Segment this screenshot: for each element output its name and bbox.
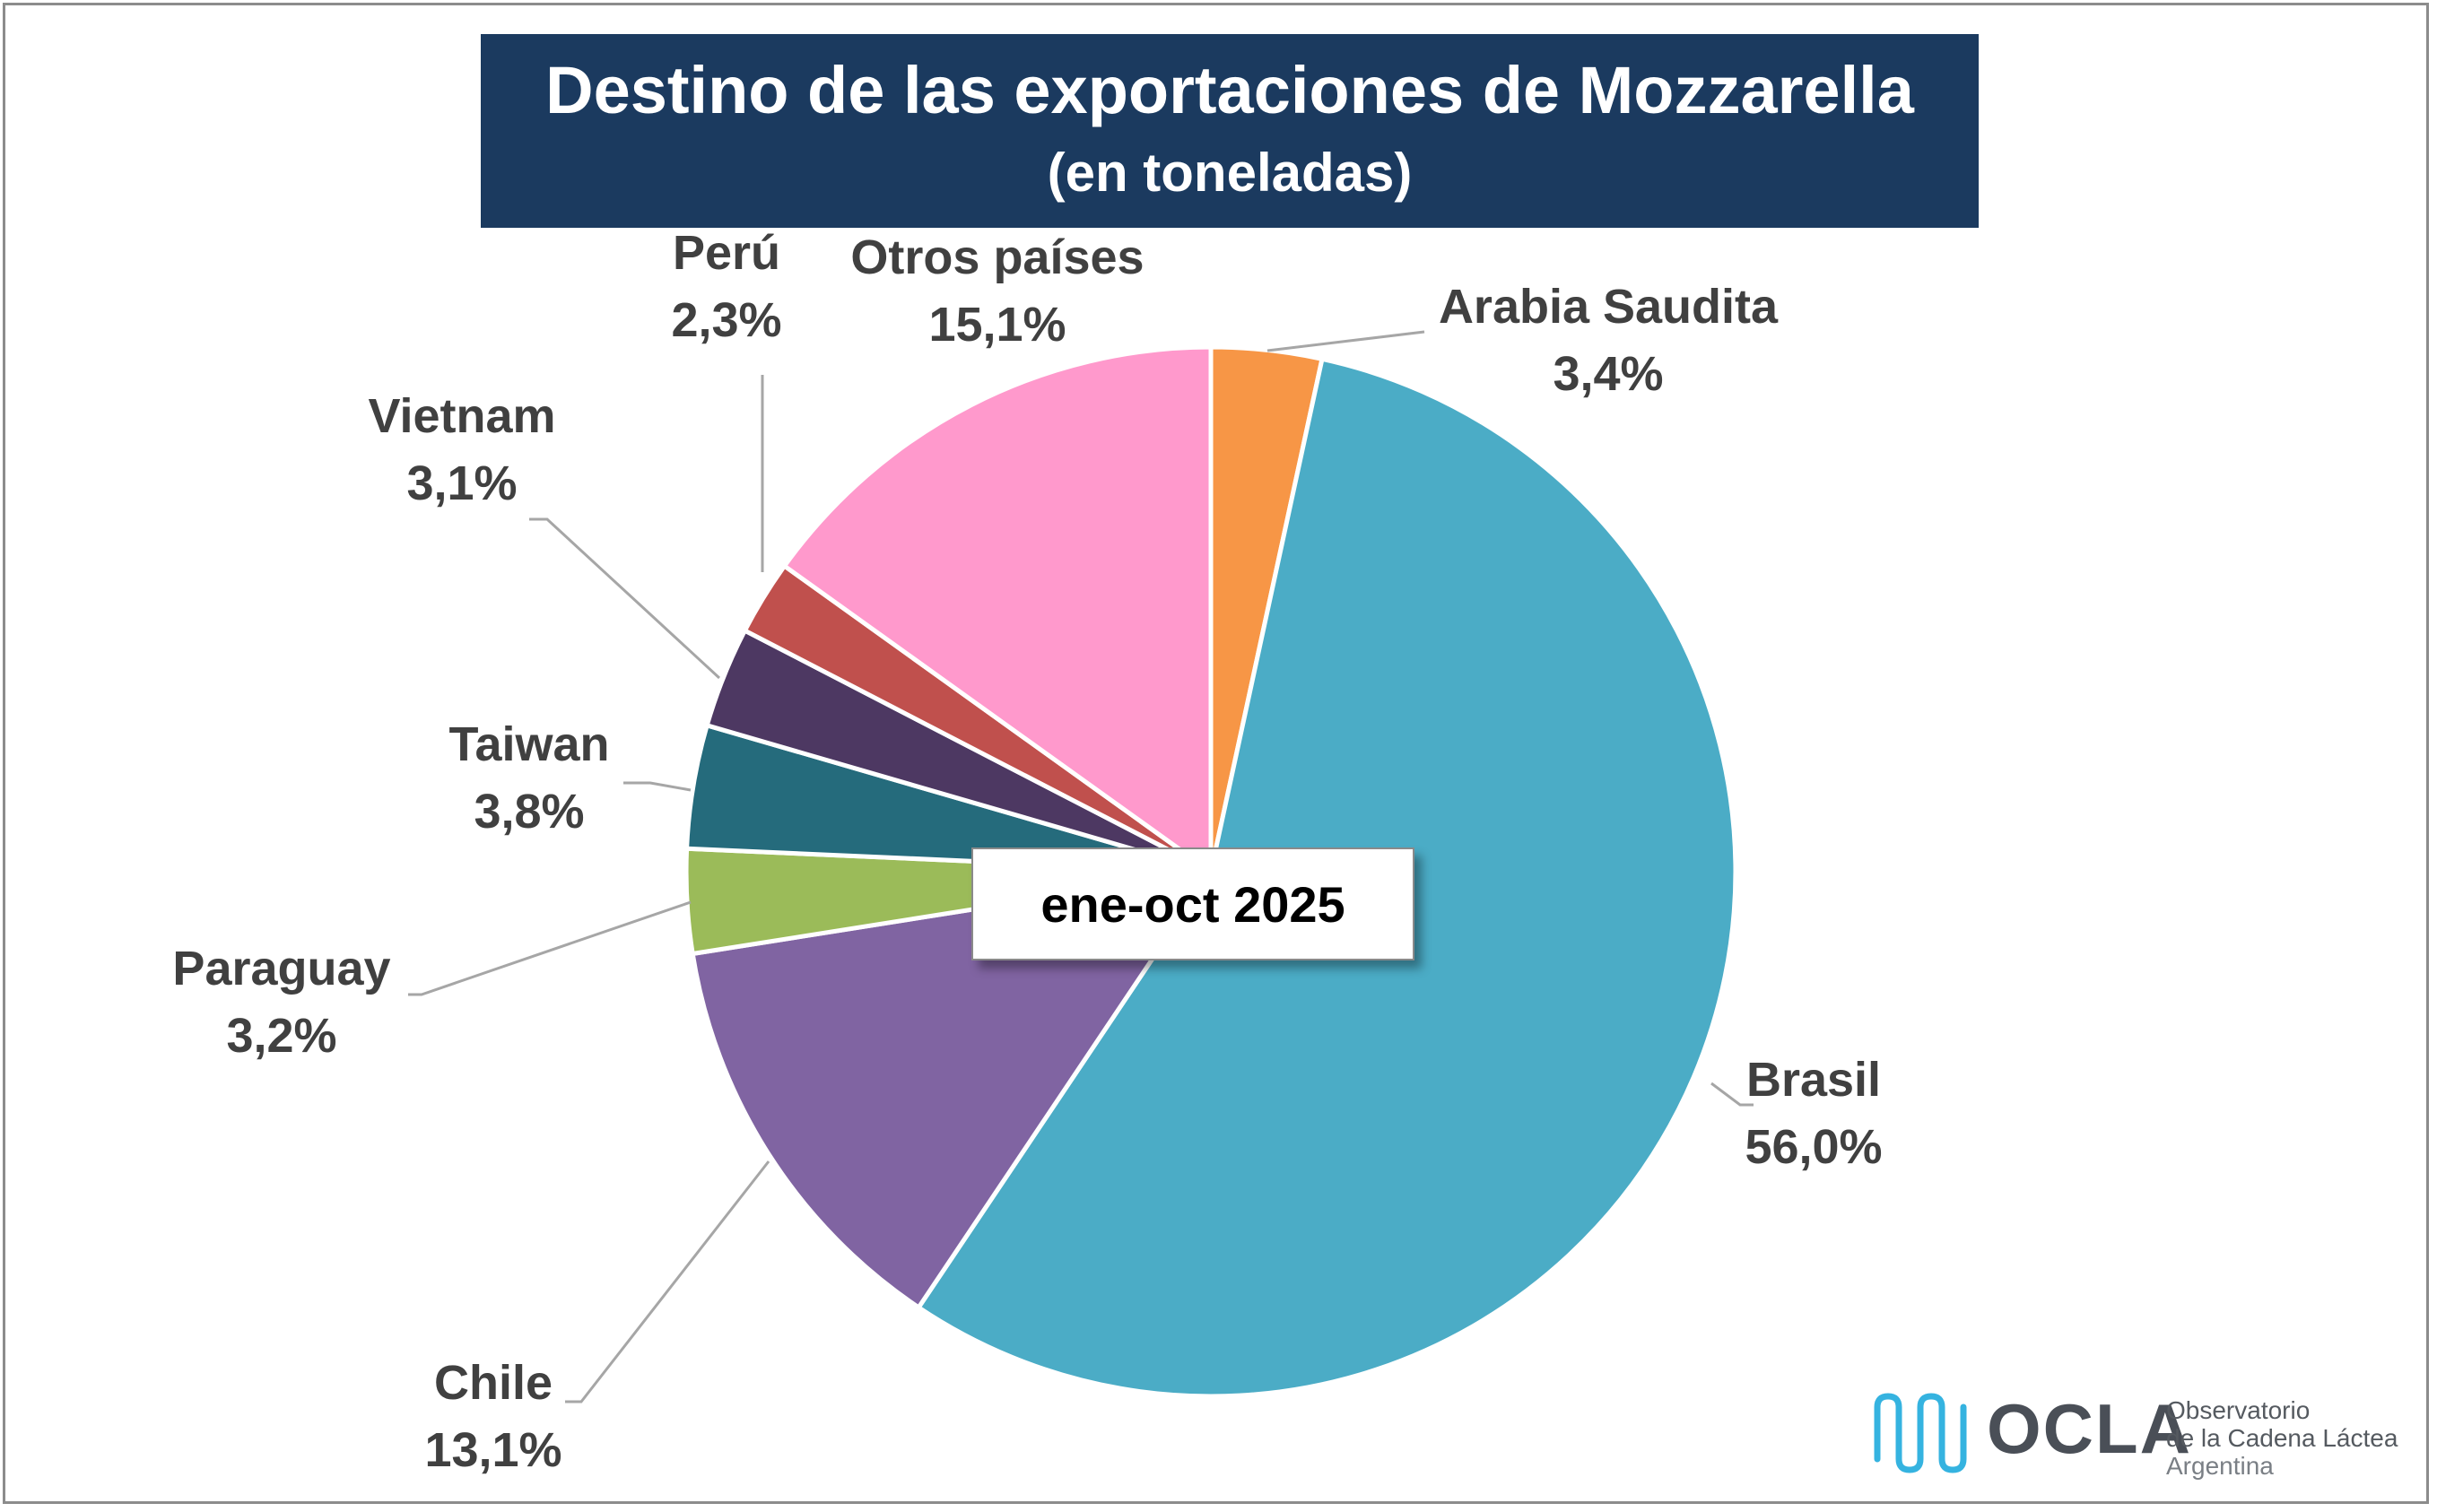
- leader-line: [408, 900, 692, 996]
- title-box: Destino de las exportaciones de Mozzarel…: [481, 34, 1979, 228]
- ocla-logo: OCLA Observatorio de la Cadena Láctea Ar…: [1870, 1386, 2408, 1484]
- pie-slice-otros-países: [782, 344, 1214, 874]
- chart-frame: [3, 3, 2429, 1504]
- period-box: ene-oct 2025: [971, 847, 1414, 960]
- slice-label: Brasil 56,0%: [1745, 1053, 1882, 1174]
- period-label: ene-oct 2025: [1040, 875, 1345, 933]
- leader-line: [623, 781, 692, 792]
- slice-label: Otros países 15,1%: [850, 230, 1144, 352]
- logo-subtitle: Observatorio de la Cadena Láctea Argenti…: [2166, 1396, 2398, 1480]
- leader-line: [1266, 330, 1425, 352]
- logo-name: OCLA: [1987, 1389, 2192, 1468]
- logo-line-2: de la Cadena Láctea: [2166, 1424, 2398, 1452]
- leader-line: [565, 1160, 770, 1403]
- chart-title: Destino de las exportaciones de Mozzarel…: [545, 53, 1914, 127]
- leader-line: [529, 517, 721, 680]
- slice-label: Taiwan 3,8%: [448, 717, 609, 839]
- slice-label: Arabia Saudita 3,4%: [1439, 280, 1779, 401]
- slice-label: Perú 2,3%: [671, 226, 781, 347]
- chart-subtitle: (en toneladas): [1047, 143, 1413, 203]
- leader-line: [1710, 1082, 1754, 1107]
- slice-label: Chile 13,1%: [424, 1356, 561, 1477]
- logo-line-3: Argentina: [2166, 1452, 2274, 1480]
- logo-line-1: Observatorio: [2166, 1396, 2311, 1424]
- wave-icon: [1874, 1393, 1967, 1473]
- slice-label: Vietnam 3,1%: [368, 389, 555, 510]
- slice-label: Paraguay 3,2%: [172, 942, 390, 1063]
- pie-slice-chile: [690, 869, 1214, 1310]
